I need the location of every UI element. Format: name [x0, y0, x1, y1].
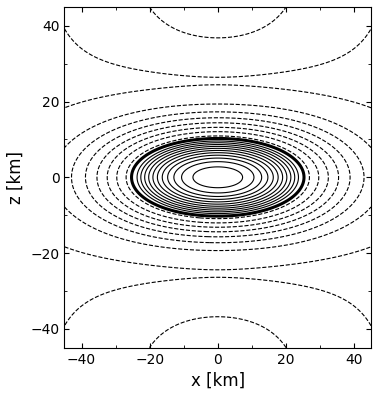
Y-axis label: z [km]: z [km] [7, 151, 25, 204]
X-axis label: x [km]: x [km] [191, 372, 245, 390]
